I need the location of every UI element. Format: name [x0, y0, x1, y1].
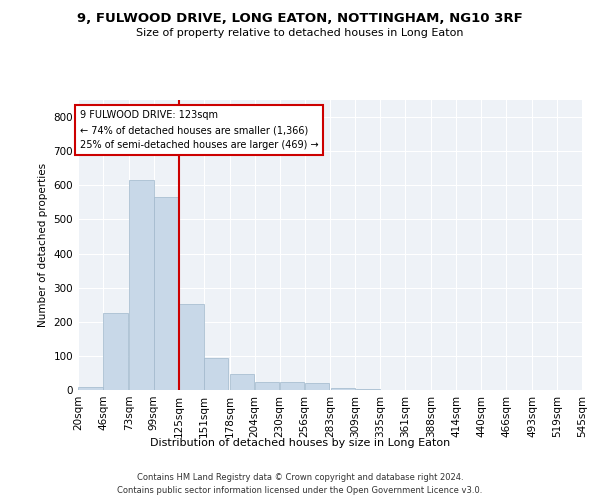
Text: 9, FULWOOD DRIVE, LONG EATON, NOTTINGHAM, NG10 3RF: 9, FULWOOD DRIVE, LONG EATON, NOTTINGHAM…: [77, 12, 523, 26]
Bar: [154, 197, 179, 390]
Bar: [129, 180, 154, 390]
Text: Size of property relative to detached houses in Long Eaton: Size of property relative to detached ho…: [136, 28, 464, 38]
Bar: [78, 386, 103, 390]
Text: Contains HM Land Registry data © Crown copyright and database right 2024.
Contai: Contains HM Land Registry data © Crown c…: [118, 474, 482, 495]
Bar: [255, 382, 280, 390]
Text: Distribution of detached houses by size in Long Eaton: Distribution of detached houses by size …: [150, 438, 450, 448]
Bar: [230, 374, 254, 390]
Y-axis label: Number of detached properties: Number of detached properties: [38, 163, 48, 327]
Bar: [179, 304, 203, 390]
Bar: [331, 388, 355, 390]
Bar: [204, 358, 229, 390]
Text: 9 FULWOOD DRIVE: 123sqm
← 74% of detached houses are smaller (1,366)
25% of semi: 9 FULWOOD DRIVE: 123sqm ← 74% of detache…: [80, 110, 319, 150]
Bar: [305, 383, 329, 390]
Bar: [280, 382, 304, 390]
Bar: [103, 313, 128, 390]
